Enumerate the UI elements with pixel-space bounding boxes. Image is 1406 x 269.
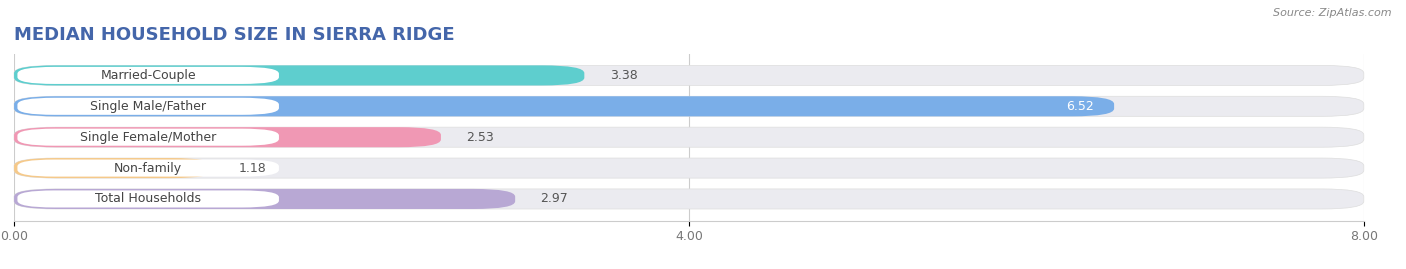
FancyBboxPatch shape xyxy=(14,158,1364,178)
Text: Source: ZipAtlas.com: Source: ZipAtlas.com xyxy=(1274,8,1392,18)
Text: 6.52: 6.52 xyxy=(1066,100,1094,113)
Text: 3.38: 3.38 xyxy=(610,69,637,82)
Text: Non-family: Non-family xyxy=(114,162,183,175)
Text: Single Female/Mother: Single Female/Mother xyxy=(80,131,217,144)
Text: 2.97: 2.97 xyxy=(540,192,568,206)
Text: 2.53: 2.53 xyxy=(467,131,494,144)
Text: Single Male/Father: Single Male/Father xyxy=(90,100,207,113)
FancyBboxPatch shape xyxy=(17,129,278,146)
Text: Total Households: Total Households xyxy=(96,192,201,206)
FancyBboxPatch shape xyxy=(14,127,1364,147)
FancyBboxPatch shape xyxy=(17,190,278,207)
FancyBboxPatch shape xyxy=(14,96,1364,116)
FancyBboxPatch shape xyxy=(14,189,515,209)
Text: 1.18: 1.18 xyxy=(239,162,266,175)
FancyBboxPatch shape xyxy=(17,160,278,177)
FancyBboxPatch shape xyxy=(14,65,585,86)
FancyBboxPatch shape xyxy=(17,67,278,84)
FancyBboxPatch shape xyxy=(17,98,278,115)
Text: MEDIAN HOUSEHOLD SIZE IN SIERRA RIDGE: MEDIAN HOUSEHOLD SIZE IN SIERRA RIDGE xyxy=(14,26,454,44)
FancyBboxPatch shape xyxy=(14,96,1114,116)
FancyBboxPatch shape xyxy=(14,158,214,178)
FancyBboxPatch shape xyxy=(14,127,441,147)
FancyBboxPatch shape xyxy=(14,189,1364,209)
Text: Married-Couple: Married-Couple xyxy=(100,69,195,82)
FancyBboxPatch shape xyxy=(14,65,1364,86)
